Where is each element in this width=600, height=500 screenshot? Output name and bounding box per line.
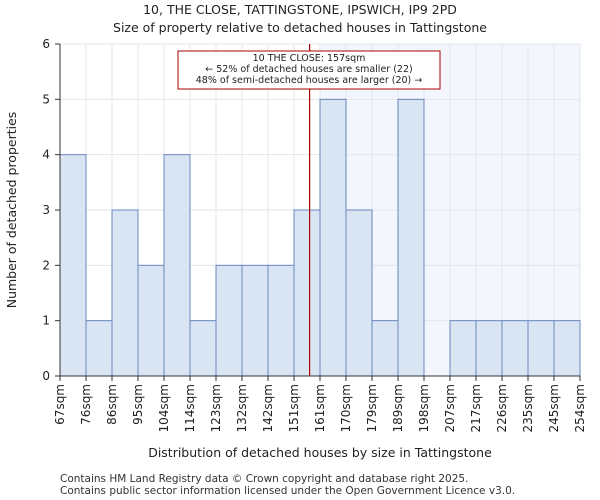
x-tick-label: 179sqm (365, 384, 379, 432)
x-tick-label: 207sqm (443, 384, 457, 432)
bar (345, 209, 373, 377)
x-tick-label: 254sqm (573, 384, 587, 432)
x-tick-label: 170sqm (339, 384, 353, 432)
x-tick-label: 123sqm (209, 384, 223, 432)
x-tick-label: 226sqm (495, 384, 509, 432)
bar (59, 154, 87, 377)
annotation-line1: 10 THE CLOSE: 157sqm (253, 53, 366, 64)
bar (293, 209, 321, 377)
x-tick-label: 245sqm (547, 384, 561, 432)
y-tick-label: 4 (42, 148, 50, 162)
x-axis-label: Distribution of detached houses by size … (148, 445, 492, 460)
histogram-chart: 0 1 2 3 4 5 6 67sqm 76sqm 86sqm 95sqm 104sqm 114sqm… (4, 37, 587, 460)
x-tick-label: 161sqm (313, 384, 327, 432)
bar (215, 264, 243, 377)
annotation-border (177, 50, 441, 90)
x-tick-label: 114sqm (183, 384, 197, 432)
bar (189, 320, 217, 377)
chart-subtitle: Size of property relative to detached ho… (113, 20, 487, 35)
bar (111, 209, 139, 377)
bar (137, 264, 165, 377)
y-ticks-group: 0 1 2 3 4 5 6 (42, 37, 60, 383)
bar (475, 320, 503, 377)
x-tick-label: 95sqm (131, 384, 145, 425)
x-tick-label: 142sqm (261, 384, 275, 432)
y-tick-label: 5 (42, 92, 50, 106)
x-tick-label: 86sqm (105, 384, 119, 425)
x-tick-label: 76sqm (79, 384, 93, 425)
y-tick-label: 1 (42, 314, 50, 328)
x-ticks-group: 67sqm 76sqm 86sqm 95sqm 104sqm 114sqm 123sqm 13… (53, 376, 587, 432)
x-tick-label: 151sqm (287, 384, 301, 432)
x-tick-label: 132sqm (235, 384, 249, 432)
bar (527, 320, 555, 377)
bar (553, 320, 581, 377)
bar (501, 320, 529, 377)
bar (241, 264, 269, 377)
y-tick-label: 0 (42, 369, 50, 383)
x-tick-label: 217sqm (469, 384, 483, 432)
annotation-box: 10 THE CLOSE: 157sqm ← 52% of detached h… (177, 50, 441, 90)
bar (163, 154, 191, 377)
bar (267, 264, 295, 377)
x-tick-label: 104sqm (157, 384, 171, 432)
bar (85, 320, 113, 377)
y-tick-label: 6 (42, 37, 50, 51)
y-tick-label: 3 (42, 203, 50, 217)
x-tick-label: 198sqm (417, 384, 431, 432)
bar (397, 98, 425, 377)
y-tick-label: 2 (42, 258, 50, 272)
annotation-line2: ← 52% of detached houses are smaller (22… (205, 64, 412, 75)
x-tick-label: 235sqm (521, 384, 535, 432)
y-axis-label: Number of detached properties (4, 112, 19, 309)
annotation-line3: 48% of semi-detached houses are larger (… (196, 75, 423, 86)
footer-line1: Contains HM Land Registry data © Crown c… (60, 473, 469, 485)
bar (371, 320, 399, 377)
bar (319, 98, 347, 377)
footer-line2: Contains public sector information licen… (60, 485, 516, 497)
bar (449, 320, 477, 377)
bars-group (59, 98, 581, 377)
x-tick-label: 67sqm (53, 384, 67, 425)
chart-title: 10, THE CLOSE, TATTINGSTONE, IPSWICH, IP… (143, 2, 457, 17)
x-tick-label: 189sqm (391, 384, 405, 432)
